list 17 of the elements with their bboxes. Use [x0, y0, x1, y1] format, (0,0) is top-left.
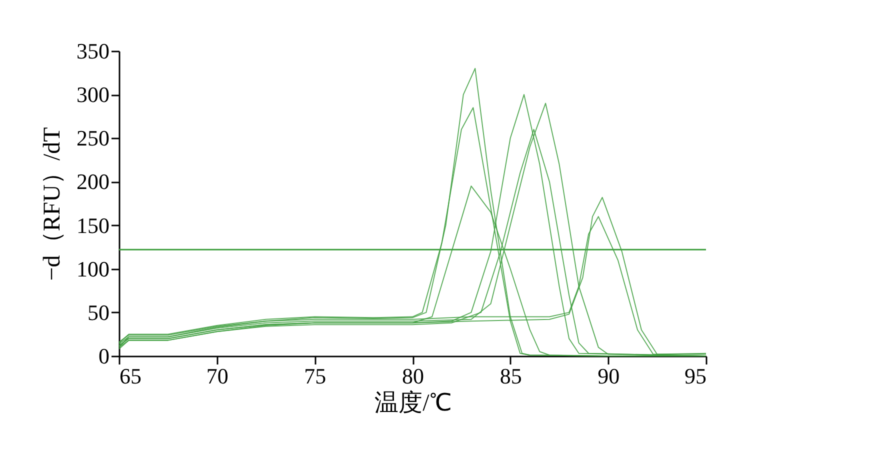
y-tick-label: 250 [76, 126, 110, 151]
x-tick-label: 85 [500, 364, 522, 388]
x-tick-label: 75 [304, 364, 326, 388]
y-tick-label: 100 [76, 256, 110, 282]
x-axis-title: 温度/℃ [374, 390, 452, 416]
x-tick-label: 80 [402, 364, 424, 388]
x-tick-label: 95 [684, 364, 706, 388]
y-tick-label: 50 [88, 300, 110, 325]
x-tick-label: 90 [598, 364, 620, 388]
x-tick-label: 65 [120, 364, 142, 388]
y-tick-label: 150 [76, 212, 110, 238]
x-tick-label: 70 [206, 364, 228, 388]
y-tick-label: 200 [76, 169, 110, 194]
y-tick-label: 300 [76, 82, 110, 108]
y-axis-title: −d（RFU）/dT [40, 126, 66, 281]
y-tick-label: 350 [76, 38, 110, 64]
y-tick-label: 0 [98, 344, 110, 368]
